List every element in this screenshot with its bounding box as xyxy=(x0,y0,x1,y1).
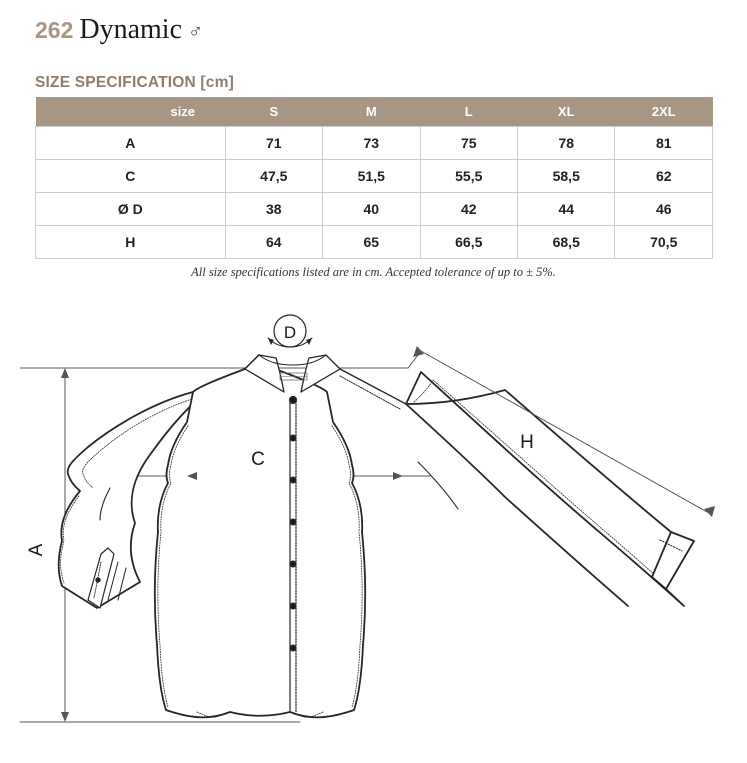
svg-text:H: H xyxy=(520,432,534,453)
svg-text:C: C xyxy=(251,449,265,470)
svg-text:A: A xyxy=(26,543,47,556)
svg-text:D: D xyxy=(284,323,296,342)
